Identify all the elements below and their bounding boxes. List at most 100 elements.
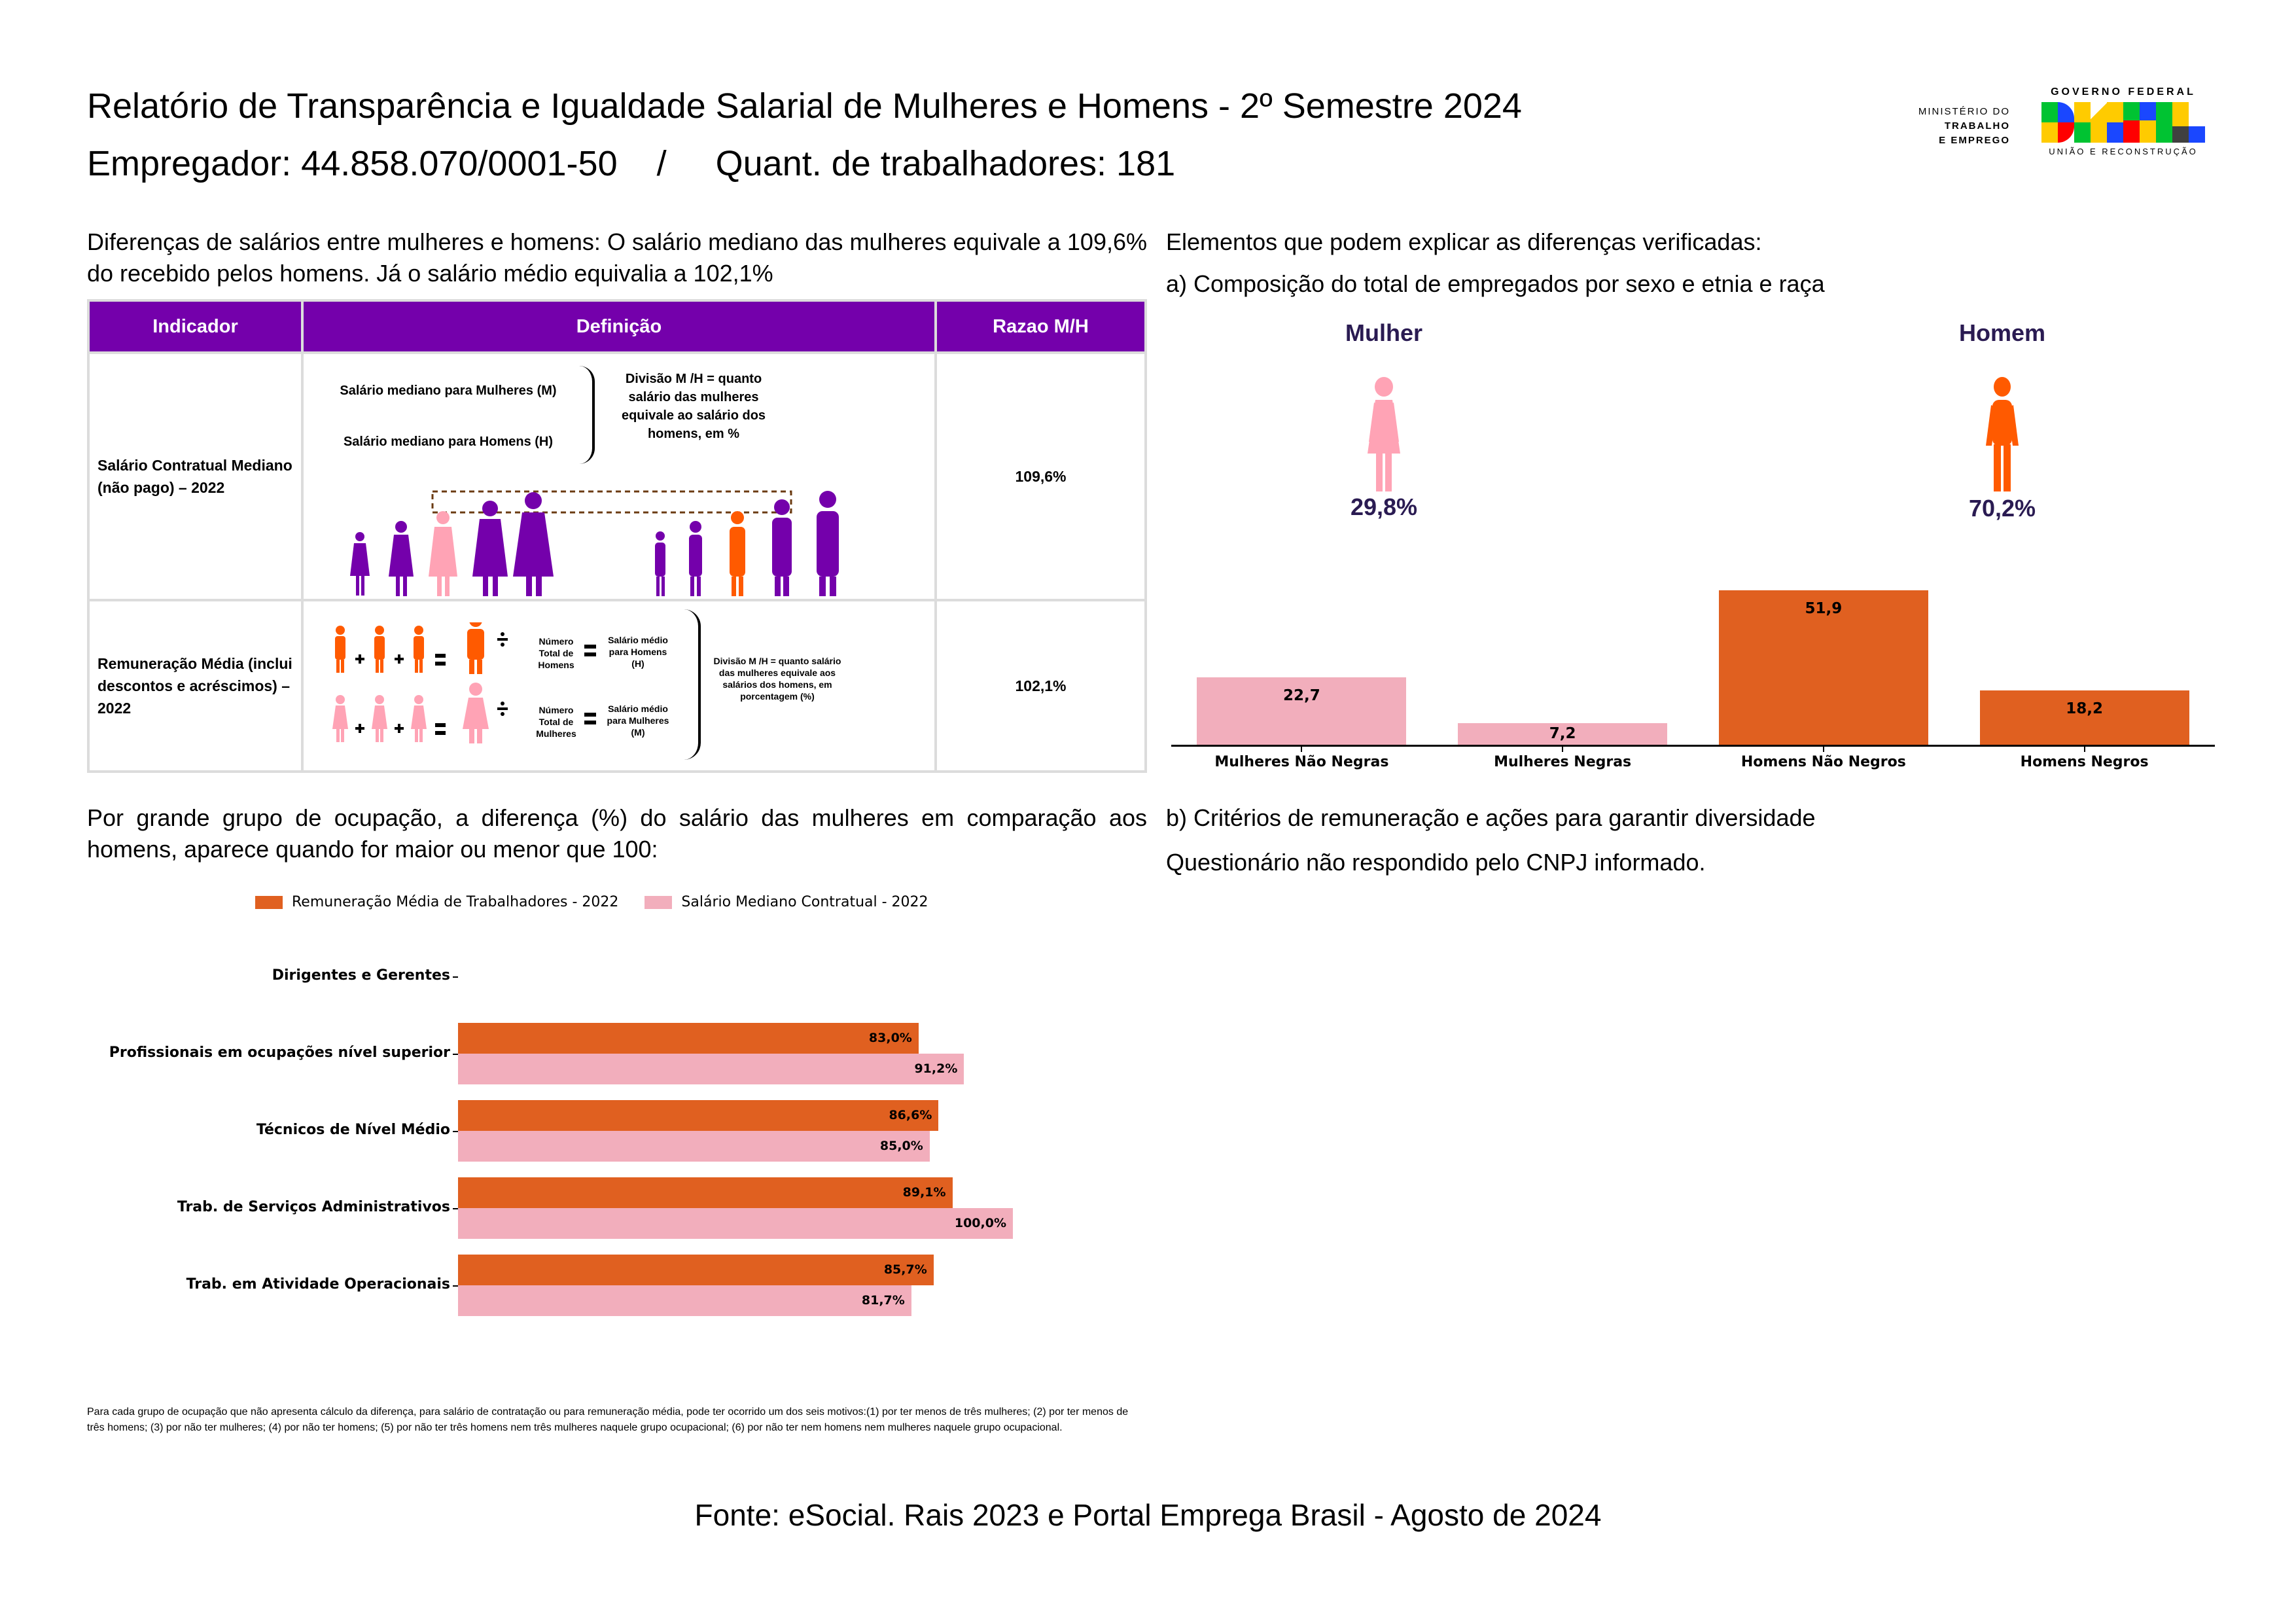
category-label: Mulheres Não Negras [1214, 754, 1389, 770]
man-icon [817, 491, 839, 596]
brace-icon [684, 609, 701, 760]
y-tick [453, 1131, 458, 1132]
y-tick [453, 1285, 458, 1287]
section-a-heading: a) Composição do total de empregados por… [1166, 270, 1825, 297]
bar-0 [1197, 677, 1407, 745]
median-people-illustration [350, 490, 839, 596]
category-label: Dirigentes e Gerentes [272, 967, 450, 984]
woman-icon-median [429, 511, 457, 596]
ratio-median: 109,6% [934, 351, 1147, 601]
woman-icon [513, 492, 554, 596]
bar-value-label: 18,2 [2066, 700, 2103, 718]
definition-average: Número Total de Homens Número Total de M… [301, 599, 937, 773]
bar-value-label: 22,7 [1283, 687, 1320, 704]
women-sum-icons [332, 683, 489, 743]
occupation-bar-chart: Dirigentes e Gerentes Profissionais em oc… [0, 0, 1152, 1374]
women-count-label: Número Total de Mulheres [536, 705, 576, 739]
equals-icon [584, 721, 596, 724]
divide-icon [497, 632, 508, 716]
bar-remuneracao [458, 1177, 953, 1208]
man-icon [374, 626, 385, 673]
bar-remuneracao [458, 1255, 934, 1285]
ratio-average: 102,1% [934, 599, 1147, 773]
gov-top-text: GOVERNO FEDERAL [2051, 86, 2196, 98]
man-icon-total [467, 622, 484, 674]
report-title: Relatório de Transparência e Igualdade S… [87, 86, 1522, 126]
x-tick [1301, 747, 1303, 752]
woman-icon [411, 695, 427, 742]
category-label: Trab. de Serviços Administrativos [177, 1199, 450, 1215]
female-percentage: 29,8% [1350, 493, 1418, 520]
bar-value-label: 86,6% [889, 1108, 932, 1122]
employer-line: Empregador: 44.858.070/0001-50 / Quant. … [87, 144, 1176, 183]
header-razao: Razao M/H [934, 299, 1147, 354]
ministry-line-1: MINISTÉRIO DO [1918, 106, 2010, 117]
category-label: Profissionais em ocupações nível superio… [109, 1044, 450, 1061]
bar-value-label: 83,0% [868, 1031, 912, 1045]
section-b-heading: b) Critérios de remuneração e ações para… [1166, 804, 1816, 831]
bar-value-label: 7,2 [1549, 725, 1576, 742]
definition-median: Salário mediano para Mulheres (M) Salári… [301, 351, 937, 601]
ministry-line-3: E EMPREGO [1939, 135, 2010, 146]
category-label: Técnicos de Nível Médio [256, 1122, 450, 1138]
average-formula-illustration [332, 622, 508, 743]
men-count-label: Número Total de Homens [538, 636, 574, 670]
bar-value-label: 89,1% [902, 1185, 946, 1200]
bar-value-label: 51,9 [1805, 600, 1843, 618]
woman-icon [472, 501, 508, 596]
male-percentage: 70,2% [1968, 495, 2036, 522]
plus-icon [355, 654, 404, 664]
female-label: Mulher [1345, 319, 1422, 346]
bar-value-label: 100,0% [954, 1216, 1006, 1230]
equals-icon [584, 652, 596, 656]
elements-heading: Elementos que podem explicar as diferenç… [1166, 228, 1762, 255]
bar-value-label: 85,0% [879, 1139, 923, 1153]
ministry-line-2: TRABALHO [1944, 120, 2010, 132]
brasil-wordmark-icon [2041, 102, 2205, 143]
bar-value-label: 91,2% [914, 1061, 958, 1076]
table-row: Remuneração Média (inclui descontos e ac… [87, 599, 1147, 773]
equals-icon [584, 713, 596, 717]
category-label: Homens Negros [2020, 754, 2149, 770]
woman-icon-total [463, 683, 489, 743]
man-icon-median [730, 511, 745, 596]
governo-federal-logo: GOVERNO FEDERAL UNIÃO E RECONSTRUÇÃO [2035, 86, 2212, 156]
bar-remuneracao [458, 1023, 919, 1054]
y-tick [453, 976, 458, 978]
x-axis-line [1171, 745, 2215, 747]
legend-swatch-salario [645, 895, 673, 909]
def-average-result: Divisão M /H = quanto salário das mulher… [713, 656, 841, 702]
x-tick [1562, 747, 1564, 752]
man-icon [414, 626, 424, 673]
indicator-table: Indicador Definição Razao M/H Salário Co… [87, 299, 1147, 773]
median-highlight-box [431, 490, 792, 514]
woman-icon [332, 695, 348, 742]
bar-remuneracao [458, 1100, 939, 1131]
bar-salario [458, 1131, 930, 1162]
legend-label-salario: Salário Mediano Contratual - 2022 [681, 894, 928, 910]
woman-icon [1368, 377, 1400, 491]
man-icon [655, 531, 665, 596]
gov-bottom-text: UNIÃO E RECONSTRUÇÃO [2049, 147, 2198, 156]
men-average-label: Salário médio para Homens (H) [608, 635, 668, 669]
bar-value-label: 81,7% [861, 1293, 905, 1308]
man-icon [335, 626, 345, 673]
def-median-men: Salário mediano para Homens (H) [343, 435, 554, 449]
male-label: Homem [1958, 319, 2046, 346]
def-median-result: Divisão M /H = quanto salário das mulher… [621, 372, 766, 441]
bar-value-label: 85,7% [883, 1262, 927, 1277]
man-icon [689, 521, 702, 596]
occupation-intro: Por grande grupo de ocupação, a diferenç… [87, 804, 1147, 863]
man-icon [772, 499, 792, 596]
legend-label-remuneracao: Remuneração Média de Trabalhadores - 202… [292, 894, 619, 910]
composition-bar-chart: 22,7 Mulheres Não Negras 7,2 Mulheres Negra… [0, 0, 2296, 785]
man-icon [1986, 377, 2019, 491]
x-tick [1822, 747, 1824, 752]
hbar-legend: Remuneração Média de Trabalhadores - 202… [255, 894, 928, 910]
def-median-women: Salário mediano para Mulheres (M) [340, 383, 557, 398]
woman-icon [389, 521, 414, 596]
equals-icon [584, 645, 596, 649]
bar-salario [458, 1285, 911, 1316]
bar-2 [1718, 590, 1928, 745]
x-tick [2083, 747, 2085, 752]
